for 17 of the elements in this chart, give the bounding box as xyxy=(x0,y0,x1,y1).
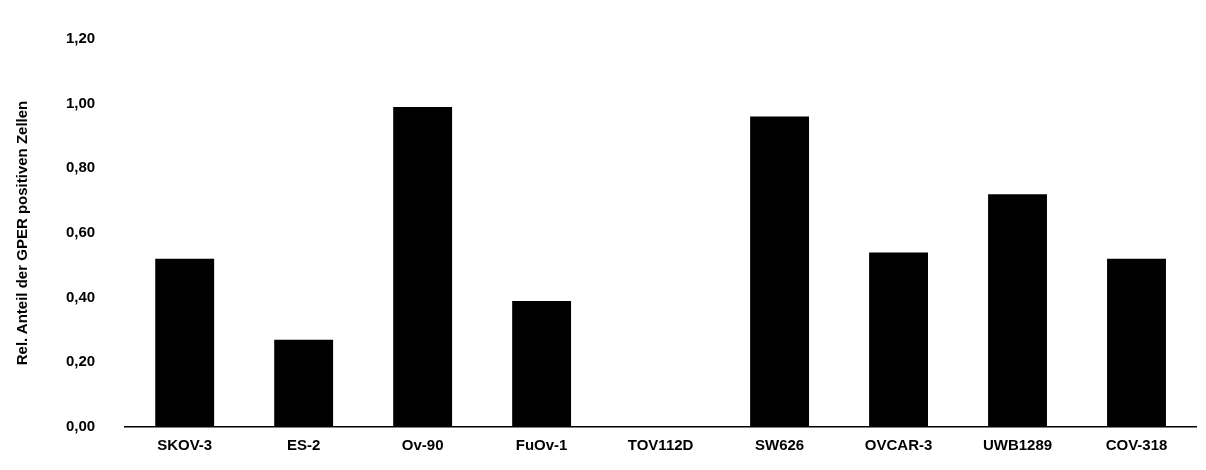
y-tick-label: 1,20 xyxy=(65,29,96,47)
y-tick-label: 0,60 xyxy=(65,223,96,241)
x-tick-label: SKOV-3 xyxy=(157,436,213,454)
y-tick-label: 0,40 xyxy=(65,287,96,305)
x-tick-label: SW626 xyxy=(754,436,805,454)
x-tick-label: Ov-90 xyxy=(401,436,444,454)
x-tick-label: UWB1289 xyxy=(982,436,1053,454)
x-tick-label: ES-2 xyxy=(286,436,321,454)
y-axis-title: Rel. Anteil der GPER positiven Zellen xyxy=(13,100,31,366)
y-tick-label: 0,00 xyxy=(65,417,96,435)
x-tick-label: TOV112D xyxy=(627,436,694,454)
y-tick-label: 1,00 xyxy=(65,93,96,111)
x-tick-label: FuOv-1 xyxy=(515,436,568,454)
x-tick-label: COV-318 xyxy=(1105,436,1168,454)
y-tick-label: 0,80 xyxy=(65,158,96,176)
x-tick-label: OVCAR-3 xyxy=(864,436,933,454)
y-tick-label: 0,20 xyxy=(65,352,96,370)
